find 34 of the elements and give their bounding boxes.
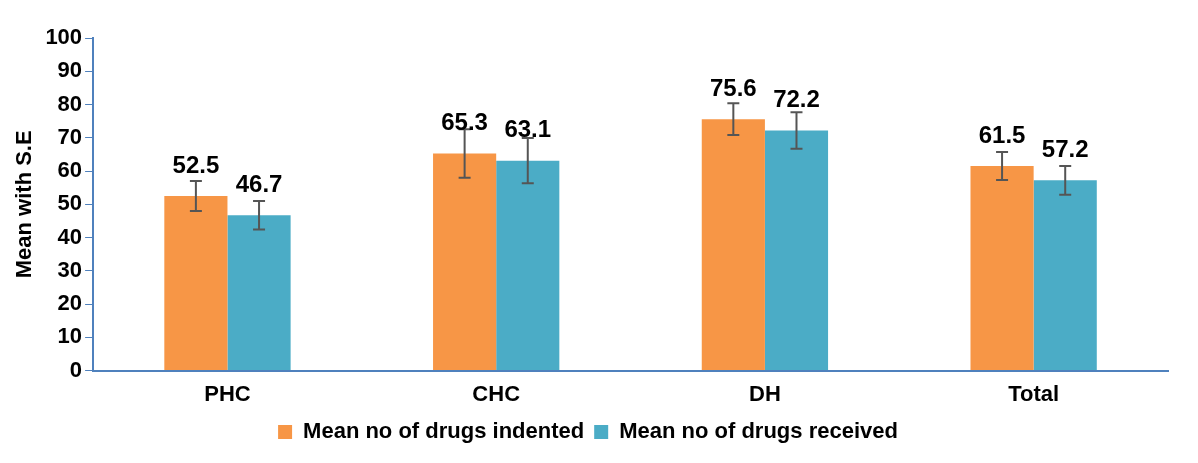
legend-label: Mean no of drugs indented bbox=[303, 418, 585, 444]
data-label: 57.2 bbox=[1041, 134, 1089, 162]
data-label: 63.1 bbox=[504, 115, 552, 143]
x-tick-label: Total bbox=[1008, 380, 1060, 406]
y-axis-title: Mean with S.E bbox=[11, 130, 37, 279]
bar bbox=[764, 130, 829, 371]
bar bbox=[1033, 180, 1097, 371]
y-tick-label: 60 bbox=[57, 157, 83, 183]
data-label: 65.3 bbox=[441, 108, 488, 136]
bar bbox=[164, 195, 228, 371]
y-tick-label: 50 bbox=[57, 190, 83, 216]
x-tick-label: DH bbox=[749, 380, 781, 406]
bar bbox=[227, 215, 291, 371]
legend-label: Mean no of drugs received bbox=[619, 418, 898, 444]
y-tick-label: 10 bbox=[57, 323, 83, 349]
bar bbox=[701, 119, 765, 371]
data-label: 52.5 bbox=[172, 150, 220, 178]
data-label: 61.5 bbox=[978, 120, 1026, 148]
y-tick-label: 100 bbox=[45, 24, 83, 50]
y-tick-label: 80 bbox=[57, 90, 83, 116]
x-tick-label: PHC bbox=[204, 380, 251, 406]
x-tick-label: CHC bbox=[472, 380, 521, 406]
y-tick-label: 90 bbox=[57, 57, 83, 83]
data-label: 75.6 bbox=[709, 73, 757, 101]
y-tick-label: 40 bbox=[57, 223, 83, 249]
y-tick-label: 0 bbox=[69, 356, 83, 382]
y-tick-label: 70 bbox=[57, 123, 83, 149]
data-label: 46.7 bbox=[235, 169, 283, 197]
y-tick-label: 30 bbox=[57, 256, 83, 282]
bar bbox=[970, 166, 1034, 371]
bar bbox=[496, 160, 560, 371]
y-tick-label: 20 bbox=[57, 290, 83, 316]
data-label: 72.2 bbox=[773, 85, 820, 113]
bar bbox=[433, 153, 497, 371]
